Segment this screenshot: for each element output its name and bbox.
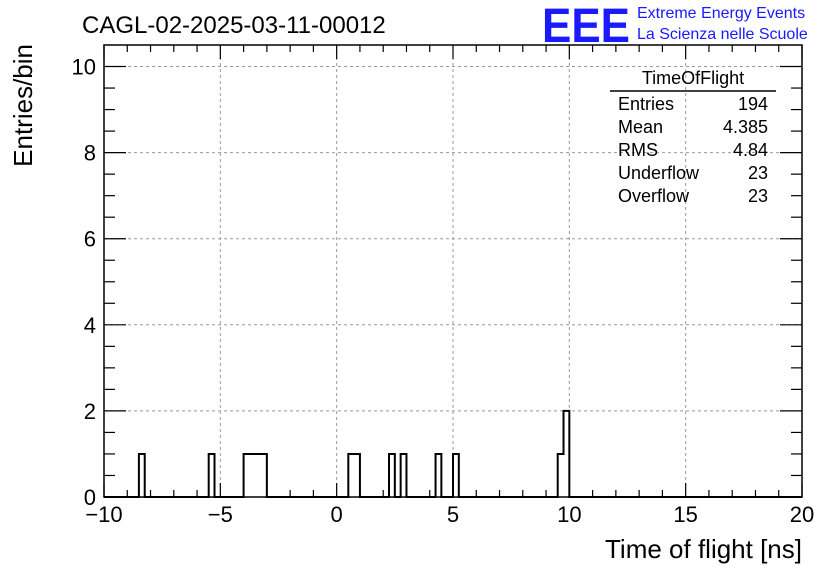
tick-labels: −10 −5 0 5 10 15 20 0 2 4 6 8 10: [72, 55, 815, 527]
eee-line-1: Extreme Energy Events: [637, 5, 805, 22]
stats-row-value: 23: [748, 163, 768, 183]
x-tick-label: 10: [557, 502, 581, 527]
stats-row-label: Overflow: [618, 186, 690, 206]
y-tick-label: 0: [84, 485, 96, 510]
stats-row-value: 194: [738, 94, 768, 114]
x-tick-label: 5: [447, 502, 459, 527]
stats-row-label: Underflow: [618, 163, 700, 183]
stats-rows: Entries 194 Mean 4.385 RMS 4.84 Underflow 23 Ove…: [618, 94, 768, 206]
eee-logo: EEE: [542, 0, 630, 53]
x-axis-label: Time of flight [ns]: [605, 534, 802, 564]
stats-row-label: Mean: [618, 117, 663, 137]
stats-row-label: Entries: [618, 94, 674, 114]
axis-ticks: [103, 45, 803, 498]
stats-row-value: 23: [748, 186, 768, 206]
x-tick-label: −5: [208, 502, 233, 527]
y-tick-label: 6: [84, 227, 96, 252]
x-tick-label: 15: [673, 502, 697, 527]
y-axis-label: Entries/bin: [8, 44, 38, 167]
stats-row-value: 4.84: [733, 140, 768, 160]
y-tick-label: 8: [84, 141, 96, 166]
x-tick-label: 0: [331, 502, 343, 527]
stats-row-value: 4.385: [723, 117, 768, 137]
y-tick-label: 4: [84, 313, 96, 338]
eee-line-2: La Scienza nelle Scuole: [637, 26, 808, 43]
stats-title: TimeOfFlight: [642, 68, 744, 88]
y-tick-label: 10: [72, 55, 96, 80]
stats-box: TimeOfFlight Entries 194 Mean 4.385 RMS 4.84 U…: [610, 68, 776, 206]
grid-lines: [104, 45, 802, 497]
x-tick-label: 20: [790, 502, 814, 527]
stats-row-label: RMS: [618, 140, 658, 160]
y-tick-label: 2: [84, 399, 96, 424]
x-tick-label: −10: [85, 502, 122, 527]
chart-title: CAGL-02-2025-03-11-00012: [82, 12, 386, 39]
